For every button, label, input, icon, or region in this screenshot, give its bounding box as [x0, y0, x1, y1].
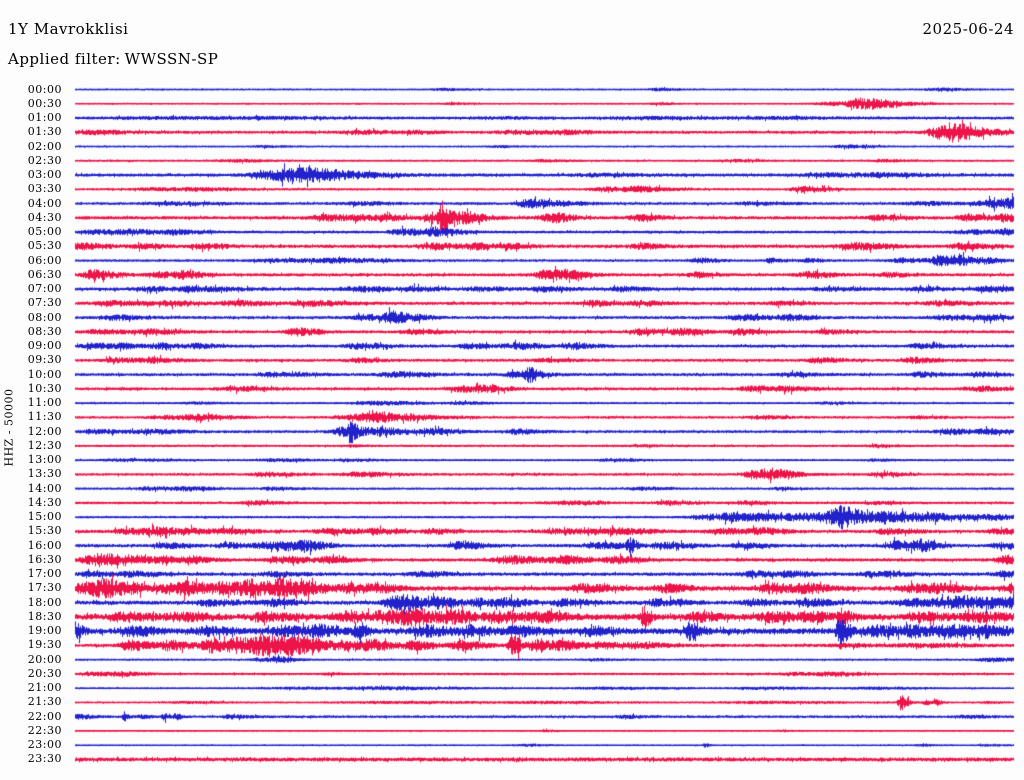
helicorder-page: 1Y Mavrokklisi 2025-06-24 Applied filter…	[0, 0, 1024, 780]
seismogram-canvas	[0, 0, 1024, 780]
